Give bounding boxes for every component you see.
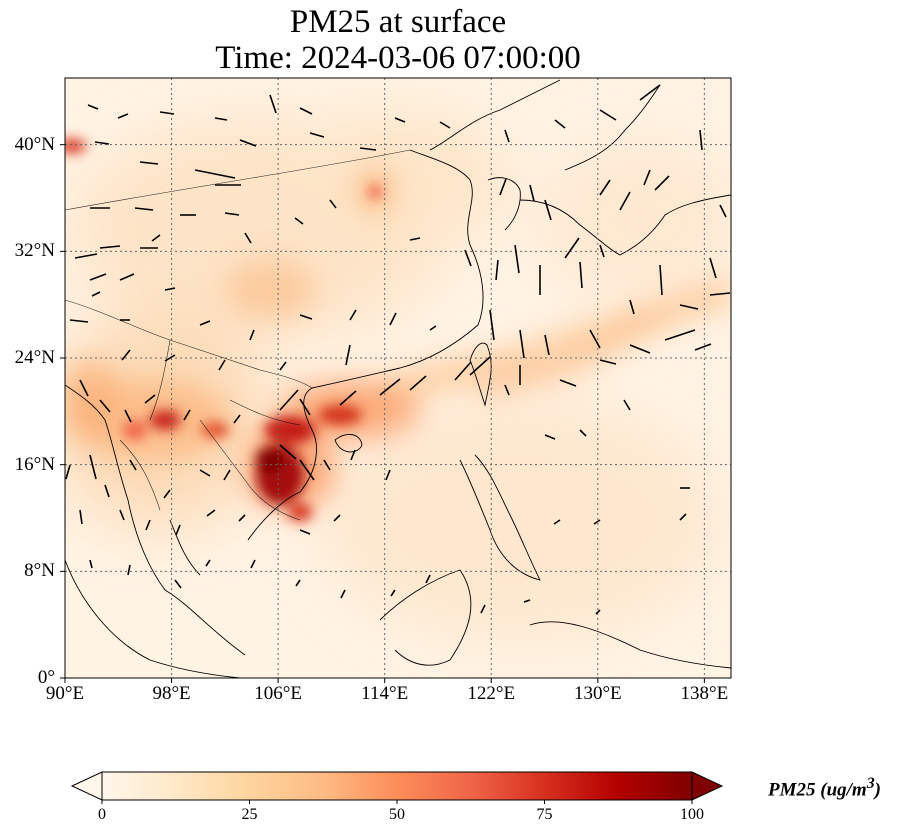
- colorbar-label-superscript: 3: [866, 775, 875, 792]
- lat-tick-label: 32°N: [14, 240, 55, 262]
- coastlines: [65, 79, 731, 678]
- map-frame: [64, 77, 732, 679]
- colorbar: [70, 771, 724, 804]
- lat-tick-label: 8°N: [24, 560, 55, 582]
- lon-tick-label: 98°E: [152, 683, 191, 704]
- pm25-field: [65, 78, 731, 678]
- colorbar-label: PM25 (ug/m3): [768, 775, 881, 801]
- colorbar-under-extension: [70, 771, 103, 801]
- country-borders: [65, 149, 411, 521]
- lon-tick-label: 138°E: [680, 683, 729, 704]
- colorbar-tick-label: 50: [389, 806, 405, 823]
- colorbar-tick-label: 0: [98, 806, 106, 823]
- map-subtitle-time: Time: 2024-03-06 07:00:00: [215, 40, 581, 76]
- colorbar-over-extension: [691, 771, 724, 801]
- colorbar-label-text: PM25 (ug/m: [768, 779, 867, 801]
- pm25-hotspots: [65, 139, 382, 521]
- wind-vectors: [65, 84, 731, 615]
- gridlines: [65, 78, 731, 678]
- colorbar-tick-label: 100: [680, 806, 704, 823]
- map-title: PM25 at surface: [289, 4, 507, 40]
- lat-tick-label: 16°N: [14, 453, 55, 475]
- lon-tick-label: 130°E: [573, 683, 622, 704]
- lat-tick-label: 40°N: [14, 133, 55, 155]
- lon-tick-label: 90°E: [45, 683, 85, 704]
- colorbar-label-close: ): [874, 779, 881, 801]
- colorbar-tick-label: 25: [241, 806, 258, 823]
- colorbar-tick-label: 75: [536, 806, 553, 823]
- axis-tick-marks: [60, 144, 705, 683]
- colorbar-gradient: [101, 771, 693, 801]
- lon-tick-label: 122°E: [467, 683, 516, 704]
- pm25-background-haze: [65, 110, 731, 640]
- colorbar-tick-marks: [101, 800, 693, 804]
- lon-tick-label: 114°E: [361, 683, 409, 704]
- lon-tick-label: 106°E: [254, 683, 302, 704]
- lat-tick-label: 24°N: [14, 347, 55, 368]
- lat-tick-label: 0°: [37, 667, 55, 688]
